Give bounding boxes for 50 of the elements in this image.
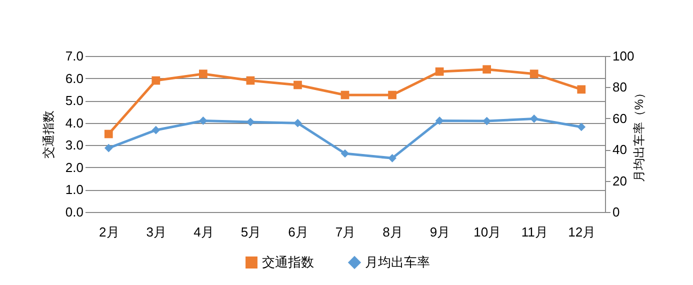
- point: [246, 76, 255, 85]
- y-tick-label: 2.0: [65, 160, 84, 175]
- point: [340, 90, 350, 100]
- point: [340, 149, 350, 158]
- y-tick-label: 3.0: [65, 138, 84, 153]
- point: [104, 130, 113, 138]
- point: [577, 85, 586, 94]
- point: [482, 65, 491, 74]
- point: [530, 114, 538, 123]
- x-tick-label: 10月: [474, 224, 502, 240]
- point: [199, 70, 208, 78]
- point: [294, 118, 302, 128]
- x-tick-label: 6月: [288, 224, 308, 240]
- point: [388, 90, 396, 100]
- y2-tick-label: 40: [612, 142, 627, 158]
- point: [199, 116, 208, 125]
- y-tick-label: 7.0: [65, 48, 84, 64]
- x-tick-label: 4月: [194, 224, 214, 240]
- point: [104, 144, 113, 152]
- point: [152, 76, 160, 85]
- x-tick-label: 11月: [521, 224, 548, 240]
- point: [294, 80, 302, 90]
- x-tick-label: 12月: [568, 224, 596, 240]
- x-tick-label: 5月: [240, 224, 262, 240]
- y-tick-label: 6.0: [65, 70, 84, 86]
- legend-label: 交通指数: [262, 254, 314, 270]
- x-tick-label: 7月: [335, 224, 356, 240]
- point: [246, 118, 255, 126]
- y2-tick-label: 80: [612, 80, 627, 95]
- y2-tick-label: 20: [612, 173, 627, 188]
- x-tick-label: 2月: [99, 224, 120, 240]
- x-tick-label: 8月: [382, 224, 403, 240]
- point: [435, 67, 444, 76]
- y-tick-label: 5.0: [65, 93, 84, 108]
- y-tick-label: 4.0: [65, 115, 84, 130]
- y2-tick-label: 100: [612, 48, 634, 64]
- y2-axis-title: 月均出车率（%）: [632, 87, 646, 182]
- y-tick-label: 0.0: [65, 204, 84, 220]
- point: [388, 154, 396, 162]
- point: [577, 122, 586, 132]
- y2-tick-label: 60: [612, 110, 627, 126]
- point: [482, 116, 491, 126]
- y2-tick-label: 0: [612, 204, 620, 220]
- legend-label: 月均出车率: [365, 254, 430, 270]
- point: [152, 126, 160, 134]
- x-tick-label: 9月: [430, 224, 450, 240]
- y-tick-label: 1.0: [65, 182, 84, 198]
- y-axis-title: 交通指数: [41, 110, 56, 158]
- x-tick-label: 3月: [146, 224, 167, 240]
- point: [530, 70, 538, 78]
